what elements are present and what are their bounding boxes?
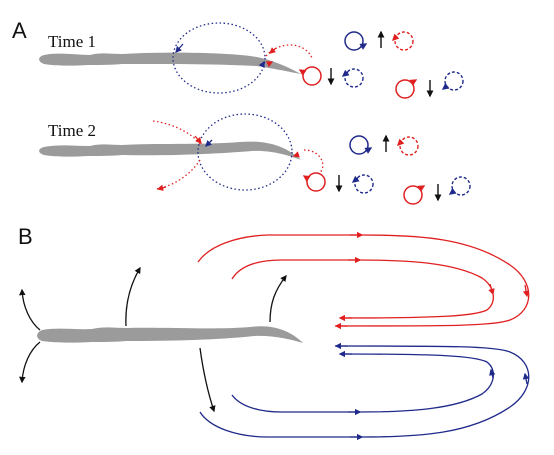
blue-vortex-dashed-t2 — [354, 174, 374, 194]
red-arrow-t2-dashed — [397, 138, 405, 146]
blue-loop-outer-arrow-2 — [522, 372, 530, 385]
blue-arrow-t2-far — [448, 187, 457, 195]
flow-arrow-head-up — [19, 288, 41, 331]
fish-body-panel-b — [37, 326, 304, 343]
blue-arrow-t2-solid — [364, 147, 373, 154]
blue-arrow-t1-solid — [359, 43, 368, 50]
red-vortex-ring-t2-upper — [152, 120, 203, 147]
fish-body-time-1 — [39, 52, 302, 74]
red-vortex-solid-t1-far — [395, 79, 415, 99]
red-arrow-t1-far — [409, 79, 418, 86]
red-loop-outer — [197, 234, 530, 327]
red-vortex-ring-t2-lower — [156, 159, 201, 190]
red-vortex-ring-t2-tail — [303, 149, 324, 175]
red-arrow-t2-upper — [194, 135, 202, 144]
blue-loop-outer — [199, 345, 530, 438]
red-arrow-t1-b — [265, 61, 274, 68]
flow-arrow-head-down — [19, 341, 41, 384]
red-arrow-t1-a — [269, 47, 277, 54]
blue-vortex-dashed-t1-far — [444, 71, 464, 91]
red-vortex-solid-t2-far — [403, 185, 423, 205]
red-arrow-t2-tail — [292, 151, 300, 158]
blue-arrow-t1-a — [175, 43, 184, 53]
blue-vortex-solid-t2 — [349, 135, 369, 155]
blue-arrow-t1-dashed — [341, 69, 350, 77]
red-arrow-t1-core — [298, 69, 307, 77]
blue-vortex-ring-large-t1 — [172, 22, 266, 94]
flow-arrow-rear-down — [199, 347, 216, 413]
time-2-label: Time 2 — [48, 121, 96, 140]
fish-flow-arrows — [19, 266, 287, 413]
blue-vortex-ring-large-t2 — [197, 113, 293, 191]
blue-vortex-dashed-t2-far — [451, 176, 471, 196]
time-1-wake-vortices — [172, 22, 464, 99]
red-arrow-t2-far — [417, 185, 426, 192]
red-vortex-core-t2 — [306, 172, 326, 192]
red-vortex-dashed-t2 — [399, 136, 419, 156]
red-vortex-ring-t1 — [265, 44, 313, 59]
flow-arrow-tail-up — [269, 274, 287, 323]
red-arrow-t1-dashed — [392, 33, 400, 41]
blue-vortex-dashed-t1 — [344, 68, 364, 88]
blue-loop-inner-arrow-2 — [489, 368, 496, 379]
fish-body-time-2 — [39, 141, 302, 160]
red-loop-inner — [231, 259, 494, 319]
panel-a-letter: A — [12, 18, 27, 43]
blue-vortex-solid-t1 — [344, 31, 364, 51]
blue-flow-loops — [199, 342, 530, 441]
time-1-label: Time 1 — [48, 32, 96, 51]
red-loop-outer-arrow-2 — [522, 284, 530, 298]
red-arrow-t2-core — [302, 175, 311, 183]
blue-arrow-t1-b — [258, 60, 265, 69]
red-vortex-dashed-t1 — [394, 31, 414, 51]
flow-arrow-mid-up — [125, 266, 141, 327]
red-vortex-core-t1 — [302, 66, 322, 86]
panel-b-letter: B — [18, 224, 33, 249]
red-arrow-t2-lower — [156, 184, 167, 191]
blue-loop-inner — [231, 353, 494, 413]
red-loop-inner-arrow-2 — [488, 283, 495, 296]
blue-arrow-t2-a — [205, 139, 213, 147]
blue-arrow-t1-far — [441, 82, 450, 90]
blue-arrow-t2-dashed — [351, 175, 360, 183]
time-2-wake-vortices — [152, 113, 471, 205]
red-flow-loops — [197, 231, 530, 330]
